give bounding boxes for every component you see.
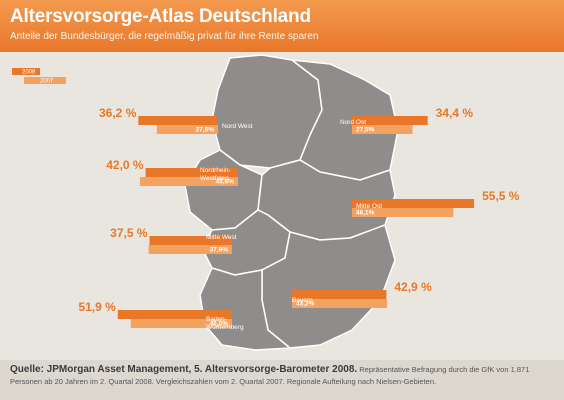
value-label-2008-5: 42,9 %: [394, 280, 432, 294]
value-label-2008-1: 34,4 %: [436, 106, 474, 120]
value-label-2008-0: 36,2 %: [99, 106, 137, 120]
value-label-2008-4: 37,5 %: [110, 226, 148, 240]
value-label-2007-6: 46,0%: [210, 321, 229, 328]
region-label-5: Bayern: [292, 297, 313, 304]
legend-swatch-2007: [24, 77, 66, 84]
value-label-2007-4: 37,9%: [210, 247, 229, 254]
region-label-0: Nord West: [222, 123, 253, 130]
value-label-2007-1: 27,5%: [356, 127, 375, 134]
bar-2007-4: [148, 245, 232, 254]
legend-label-2007: 2007: [40, 79, 54, 85]
region-label-2: Nordrhein-Westfalen: [200, 167, 231, 182]
value-label-2008-3: 55,5 %: [482, 189, 520, 203]
bar-2007-0: [156, 125, 218, 134]
value-label-2007-2: 44,6%: [216, 179, 235, 186]
bar-2008-3: [352, 199, 475, 208]
value-label-2007-0: 27,8%: [196, 127, 215, 134]
bars-layer: 36,2 % 27,8% Nord West 34,4 % 27,5%Nord Ost 4…: [78, 106, 519, 331]
bar-2008-6: [117, 310, 232, 319]
legend-label-2008: 2008: [22, 70, 36, 76]
bar-2008-0: [138, 116, 218, 125]
legend: 2008 2007: [12, 68, 66, 85]
bar-2007-1: [352, 125, 413, 134]
bar-2008-5: [292, 290, 387, 299]
bar-2008-2: [145, 168, 238, 177]
bar-2008-4: [149, 236, 232, 245]
value-label-2007-5: 43,2%: [296, 301, 315, 308]
bar-2007-5: [292, 299, 388, 308]
value-label-2008-6: 51,9 %: [78, 300, 116, 314]
region-label-1: Nord Ost: [340, 119, 366, 126]
methodology-note: Repräsentative Befragung durch die GfK v…: [10, 365, 530, 386]
chart-title: Altersvorsorge-Atlas Deutschland: [10, 6, 311, 27]
germany-map-chart: 2008 2007 36,2 % 27,8% Nord West 34,4 % 27,5%…: [12, 54, 520, 351]
bar-2007-2: [139, 177, 238, 186]
source-text: Quelle: JPMorgan Asset Management, 5. Al…: [10, 364, 358, 375]
bar-2007-6: [130, 319, 232, 328]
bar-2007-3: [352, 208, 454, 217]
header-banner: Altersvorsorge-Atlas Deutschland Anteile…: [0, 0, 564, 52]
region-label-6: Baden-Württemberg: [206, 316, 244, 331]
footer: Quelle: JPMorgan Asset Management, 5. Al…: [0, 360, 564, 400]
chart-subtitle: Anteile der Bundesbürger, die regelmäßig…: [10, 31, 319, 42]
region-label-4: Mitte West: [206, 234, 237, 241]
region-label-3: Mitte Ost: [356, 203, 382, 210]
bar-2008-1: [352, 116, 428, 125]
value-label-2007-3: 46,1%: [356, 210, 375, 217]
legend-swatch-2008: [12, 68, 40, 75]
value-label-2008-2: 42,0 %: [106, 158, 144, 172]
footer-text: Quelle: JPMorgan Asset Management, 5. Al…: [10, 364, 558, 388]
